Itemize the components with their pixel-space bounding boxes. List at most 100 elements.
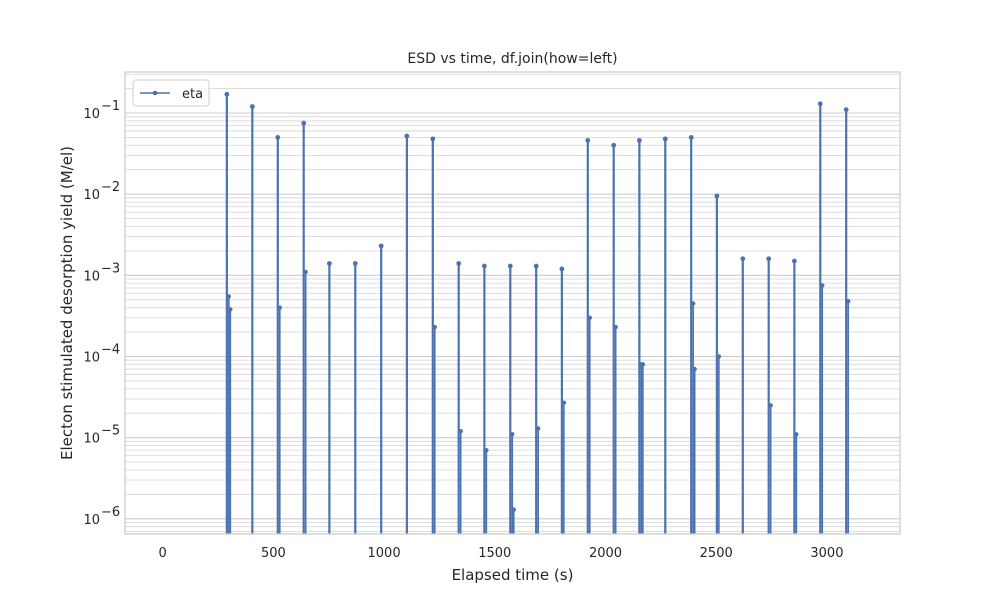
- spike: [740, 256, 746, 534]
- data-point: [533, 263, 539, 269]
- x-axis-label: Elapsed time (s): [452, 566, 574, 584]
- data-point: [510, 432, 515, 437]
- spike: [430, 136, 437, 534]
- spike: [352, 261, 358, 534]
- legend-label-eta: eta: [182, 87, 203, 102]
- spike: [326, 261, 332, 534]
- y-tick-exponent: −5: [101, 424, 120, 439]
- data-point: [794, 432, 799, 437]
- spike: [456, 261, 463, 534]
- x-tick-label: 500: [261, 546, 286, 561]
- spike: [275, 135, 282, 534]
- y-tick-label: 10: [83, 269, 100, 284]
- y-tick-exponent: −4: [101, 342, 120, 357]
- data-point: [432, 324, 437, 330]
- data-point: [303, 269, 308, 275]
- spike: [843, 107, 851, 534]
- data-point: [561, 400, 567, 405]
- data-point: [611, 142, 617, 148]
- data-point: [404, 133, 410, 139]
- data-point: [845, 298, 851, 304]
- spike: [533, 263, 541, 534]
- data-point: [820, 283, 825, 288]
- legend-marker-eta: [152, 90, 158, 96]
- data-point: [791, 258, 797, 264]
- spike: [714, 193, 722, 534]
- chart-title: ESD vs time, df.join(how=left): [407, 51, 617, 67]
- y-axis: 10−610−510−410−310−210−1: [83, 99, 120, 528]
- data-point: [688, 135, 694, 140]
- spike: [481, 263, 489, 534]
- data-point: [640, 362, 646, 367]
- data-point: [585, 137, 591, 143]
- y-tick-label: 10: [83, 350, 100, 365]
- spike: [766, 256, 773, 534]
- data-point: [301, 120, 307, 126]
- data-point: [326, 261, 332, 266]
- data-point: [768, 403, 773, 408]
- spike: [636, 137, 646, 534]
- data-point: [690, 301, 696, 306]
- data-point: [430, 136, 436, 142]
- y-tick-exponent: −6: [101, 505, 120, 520]
- data-point: [716, 354, 722, 359]
- data-point: [535, 426, 541, 431]
- data-point: [766, 256, 772, 262]
- y-tick-label: 10: [83, 188, 100, 203]
- spike: [507, 263, 516, 534]
- data-point: [636, 137, 642, 143]
- spike: [662, 136, 668, 534]
- y-tick-exponent: −3: [101, 261, 120, 276]
- data-point: [378, 243, 384, 249]
- y-tick-exponent: −2: [101, 180, 120, 195]
- y-tick-label: 10: [83, 513, 100, 528]
- x-tick-label: 2000: [589, 546, 622, 561]
- spike: [404, 133, 410, 534]
- x-tick-label: 1500: [478, 546, 511, 561]
- data-point: [456, 261, 462, 266]
- x-tick-label: 0: [159, 546, 167, 561]
- spike: [378, 243, 384, 534]
- data-point: [613, 324, 618, 330]
- spike: [585, 137, 592, 534]
- data-point: [481, 263, 487, 269]
- spike: [688, 135, 697, 534]
- data-point: [228, 307, 233, 312]
- spike: [224, 91, 233, 534]
- data-point: [484, 448, 489, 453]
- spike: [249, 104, 255, 534]
- spike: [611, 142, 618, 534]
- plot-frame: [124, 71, 901, 535]
- x-axis: 0 500 1000 1500 2000 2500 3000: [159, 546, 844, 561]
- data-point: [224, 91, 230, 97]
- data-point: [226, 294, 232, 299]
- data-point: [275, 135, 281, 140]
- spike: [791, 258, 799, 534]
- y-axis-label: Electon stimulated desorption yield (M/e…: [58, 146, 76, 460]
- x-tick-label: 1000: [368, 546, 401, 561]
- data-point: [507, 263, 513, 269]
- y-tick-label: 10: [83, 432, 100, 447]
- data-point: [511, 507, 516, 512]
- spike: [559, 266, 567, 534]
- data-point: [559, 266, 565, 272]
- data-point: [740, 256, 746, 262]
- data-point: [458, 429, 463, 434]
- data-point: [843, 107, 849, 113]
- series-eta: [224, 91, 851, 534]
- data-point: [352, 261, 358, 266]
- x-tick-label: 2500: [700, 546, 733, 561]
- spike: [301, 120, 308, 534]
- data-point: [249, 104, 255, 109]
- y-tick-exponent: −1: [101, 99, 120, 114]
- data-point: [662, 136, 668, 142]
- x-tick-label: 3000: [810, 546, 843, 561]
- y-tick-label: 10: [83, 107, 100, 122]
- data-point: [587, 315, 592, 320]
- data-point: [714, 193, 720, 199]
- data-point: [692, 366, 697, 372]
- data-point: [277, 305, 282, 310]
- legend-box: [132, 79, 210, 107]
- spike: [817, 101, 825, 534]
